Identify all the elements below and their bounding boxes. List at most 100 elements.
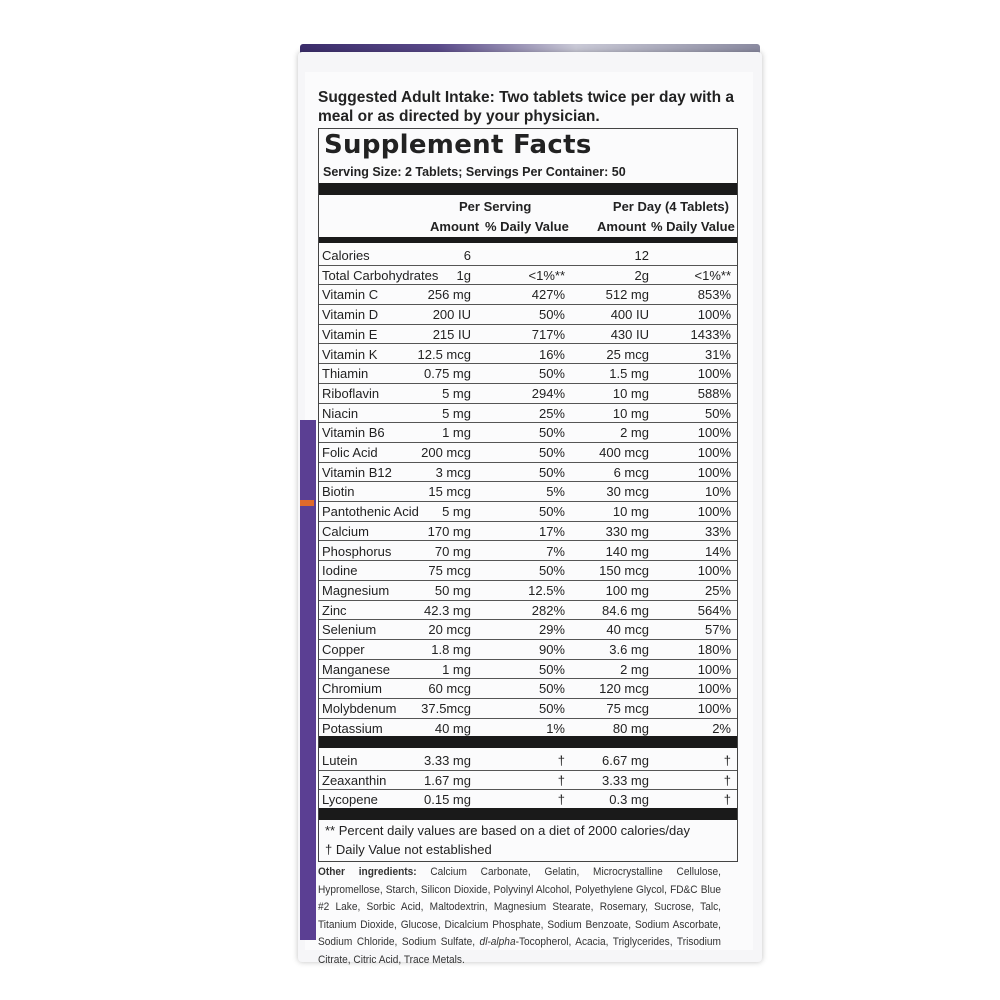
day-amount: 140 mg — [605, 543, 649, 559]
thick-divider-3 — [319, 808, 737, 820]
serving-amount: 5 mg — [442, 385, 471, 401]
nutrient-row: Calcium 170 mg 17% 330 mg 33% — [319, 521, 737, 542]
day-dv: 57% — [704, 622, 731, 638]
nutrient-name: Potassium — [322, 720, 383, 736]
serving-dv: 50% — [538, 701, 565, 717]
nutrient-name: Vitamin K — [322, 346, 378, 362]
day-amount: 80 mg — [612, 720, 649, 736]
serving-dv: 29% — [538, 622, 565, 638]
day-dv: 50% — [704, 405, 731, 421]
serving-dv: 16% — [538, 346, 565, 362]
footnote-dagger: † Daily Value not established — [325, 842, 492, 857]
day-dv: 100% — [697, 681, 731, 697]
day-amount: 330 mg — [605, 523, 649, 539]
serving-dv: 12.5% — [528, 582, 565, 598]
nutrient-name: Molybdenum — [322, 701, 397, 717]
serving-amount: 3.33 mg — [424, 753, 471, 768]
serving-dv: <1%** — [528, 267, 566, 283]
day-amount: 2g — [634, 267, 649, 283]
day-amount: 10 mg — [612, 504, 649, 520]
other-ingredients-italic: dl-alpha — [479, 936, 516, 948]
day-dv: 588% — [697, 385, 731, 401]
nutrient-row: Potassium 40 mg 1% 80 mg 2% — [319, 718, 737, 739]
nutrient-row: Phosphorus 70 mg 7% 140 mg 14% — [319, 541, 737, 562]
dv-header: % Daily Value — [485, 219, 569, 234]
nutrient-name: Vitamin D — [322, 307, 379, 323]
serving-amount: 0.75 mg — [424, 366, 471, 382]
nutrient-row: Chromium 60 mcg 50% 120 mcg 100% — [319, 678, 737, 700]
nutrient-row: Riboflavin 5 mg 294% 10 mg 588% — [319, 383, 737, 404]
nutrient-name: Magnesium — [322, 582, 390, 598]
nutrient-row: Vitamin B6 1 mg 50% 2 mg 100% — [319, 422, 737, 443]
day-dv: 100% — [697, 504, 731, 520]
serving-amount: 200 IU — [432, 307, 471, 323]
serving-dv: 90% — [538, 642, 565, 657]
serving-amount: 50 mg — [434, 582, 471, 598]
nutrient-name: Vitamin B12 — [322, 464, 392, 480]
serving-dv: 50% — [538, 464, 565, 480]
serving-dv: † — [557, 772, 565, 788]
serving-amount: 5 mg — [442, 405, 471, 421]
nutrient-row: Vitamin K 12.5 mcg 16% 25 mcg 31% — [319, 344, 737, 365]
nutrient-name: Total Carbohydrates — [322, 267, 439, 283]
suggested-intake: Suggested Adult Intake: Two tablets twic… — [318, 89, 734, 125]
nutrient-name: Phosphorus — [322, 543, 392, 559]
nutrient-row: Zeaxanthin 1.67 mg † 3.33 mg † — [319, 770, 737, 791]
day-amount: 40 mcg — [606, 622, 649, 638]
nutrient-name: Calories — [322, 248, 370, 263]
nutrient-name: Niacin — [322, 405, 359, 421]
nutrient-row: Copper 1.8 mg 90% 3.6 mg 180% — [319, 639, 737, 660]
dv-header-day: % Daily Value — [651, 219, 735, 234]
nutrient-row: Pantothenic Acid 5 mg 50% 10 mg 100% — [319, 501, 737, 522]
nutrient-name: Calcium — [322, 523, 369, 539]
day-dv: <1%** — [694, 267, 732, 283]
orange-accent — [300, 500, 314, 506]
day-amount: 6.67 mg — [602, 753, 649, 768]
nutrient-name: Thiamin — [322, 366, 369, 382]
serving-amount: 1 mg — [442, 661, 471, 677]
day-amount: 100 mg — [605, 582, 649, 598]
nutrient-name: Chromium — [322, 681, 382, 697]
nutrient-row: Magnesium 50 mg 12.5% 100 mg 25% — [319, 580, 737, 601]
day-dv: 1433% — [690, 326, 731, 342]
day-amount: 10 mg — [612, 385, 649, 401]
day-dv: † — [723, 772, 731, 788]
nutrient-row: Vitamin C 256 mg 427% 512 mg 853% — [319, 284, 737, 306]
day-dv: † — [723, 792, 731, 808]
day-dv: 100% — [697, 563, 731, 579]
day-amount: 2 mg — [620, 661, 649, 677]
serving-dv: 50% — [538, 681, 565, 697]
amount-header: Amount — [430, 219, 480, 234]
day-amount: 84.6 mg — [602, 602, 649, 618]
day-dv: 33% — [704, 523, 731, 539]
nutrient-row: Selenium 20 mcg 29% 40 mcg 57% — [319, 619, 737, 640]
serving-amount: 1g — [456, 267, 471, 283]
serving-size: Serving Size: 2 Tablets; Servings Per Co… — [323, 165, 626, 179]
day-dv: 100% — [697, 445, 731, 460]
label-panel — [305, 72, 753, 950]
serving-amount: 40 mg — [434, 720, 471, 736]
day-dv: 100% — [697, 464, 731, 480]
nutrient-row: Thiamin 0.75 mg 50% 1.5 mg 100% — [319, 363, 737, 384]
thick-divider — [319, 183, 737, 195]
serving-dv: 50% — [538, 307, 565, 323]
serving-amount: 1 mg — [442, 425, 471, 441]
serving-dv: 717% — [531, 326, 565, 342]
nutrient-row: Niacin 5 mg 25% 10 mg 50% — [319, 403, 737, 424]
serving-dv: 50% — [538, 445, 565, 460]
day-dv: † — [723, 753, 731, 768]
day-amount: 512 mg — [605, 287, 649, 303]
serving-amount: 75 mcg — [428, 563, 471, 579]
day-dv: 100% — [697, 701, 731, 717]
serving-amount: 0.15 mg — [424, 792, 471, 808]
day-amount: 120 mcg — [599, 681, 649, 697]
nutrient-row: Vitamin E 215 IU 717% 430 IU 1433% — [319, 324, 737, 345]
nutrient-row: Iodine 75 mcg 50% 150 mcg 100% — [319, 560, 737, 581]
serving-dv: 294% — [531, 385, 565, 401]
serving-amount: 15 mcg — [428, 484, 471, 500]
nutrient-name: Manganese — [322, 661, 390, 677]
day-dv: 25% — [704, 582, 731, 598]
other-ingredients-label: Other ingredients: — [318, 866, 417, 878]
nutrient-name: Zeaxanthin — [322, 772, 387, 788]
serving-amount: 3 mcg — [435, 464, 471, 480]
